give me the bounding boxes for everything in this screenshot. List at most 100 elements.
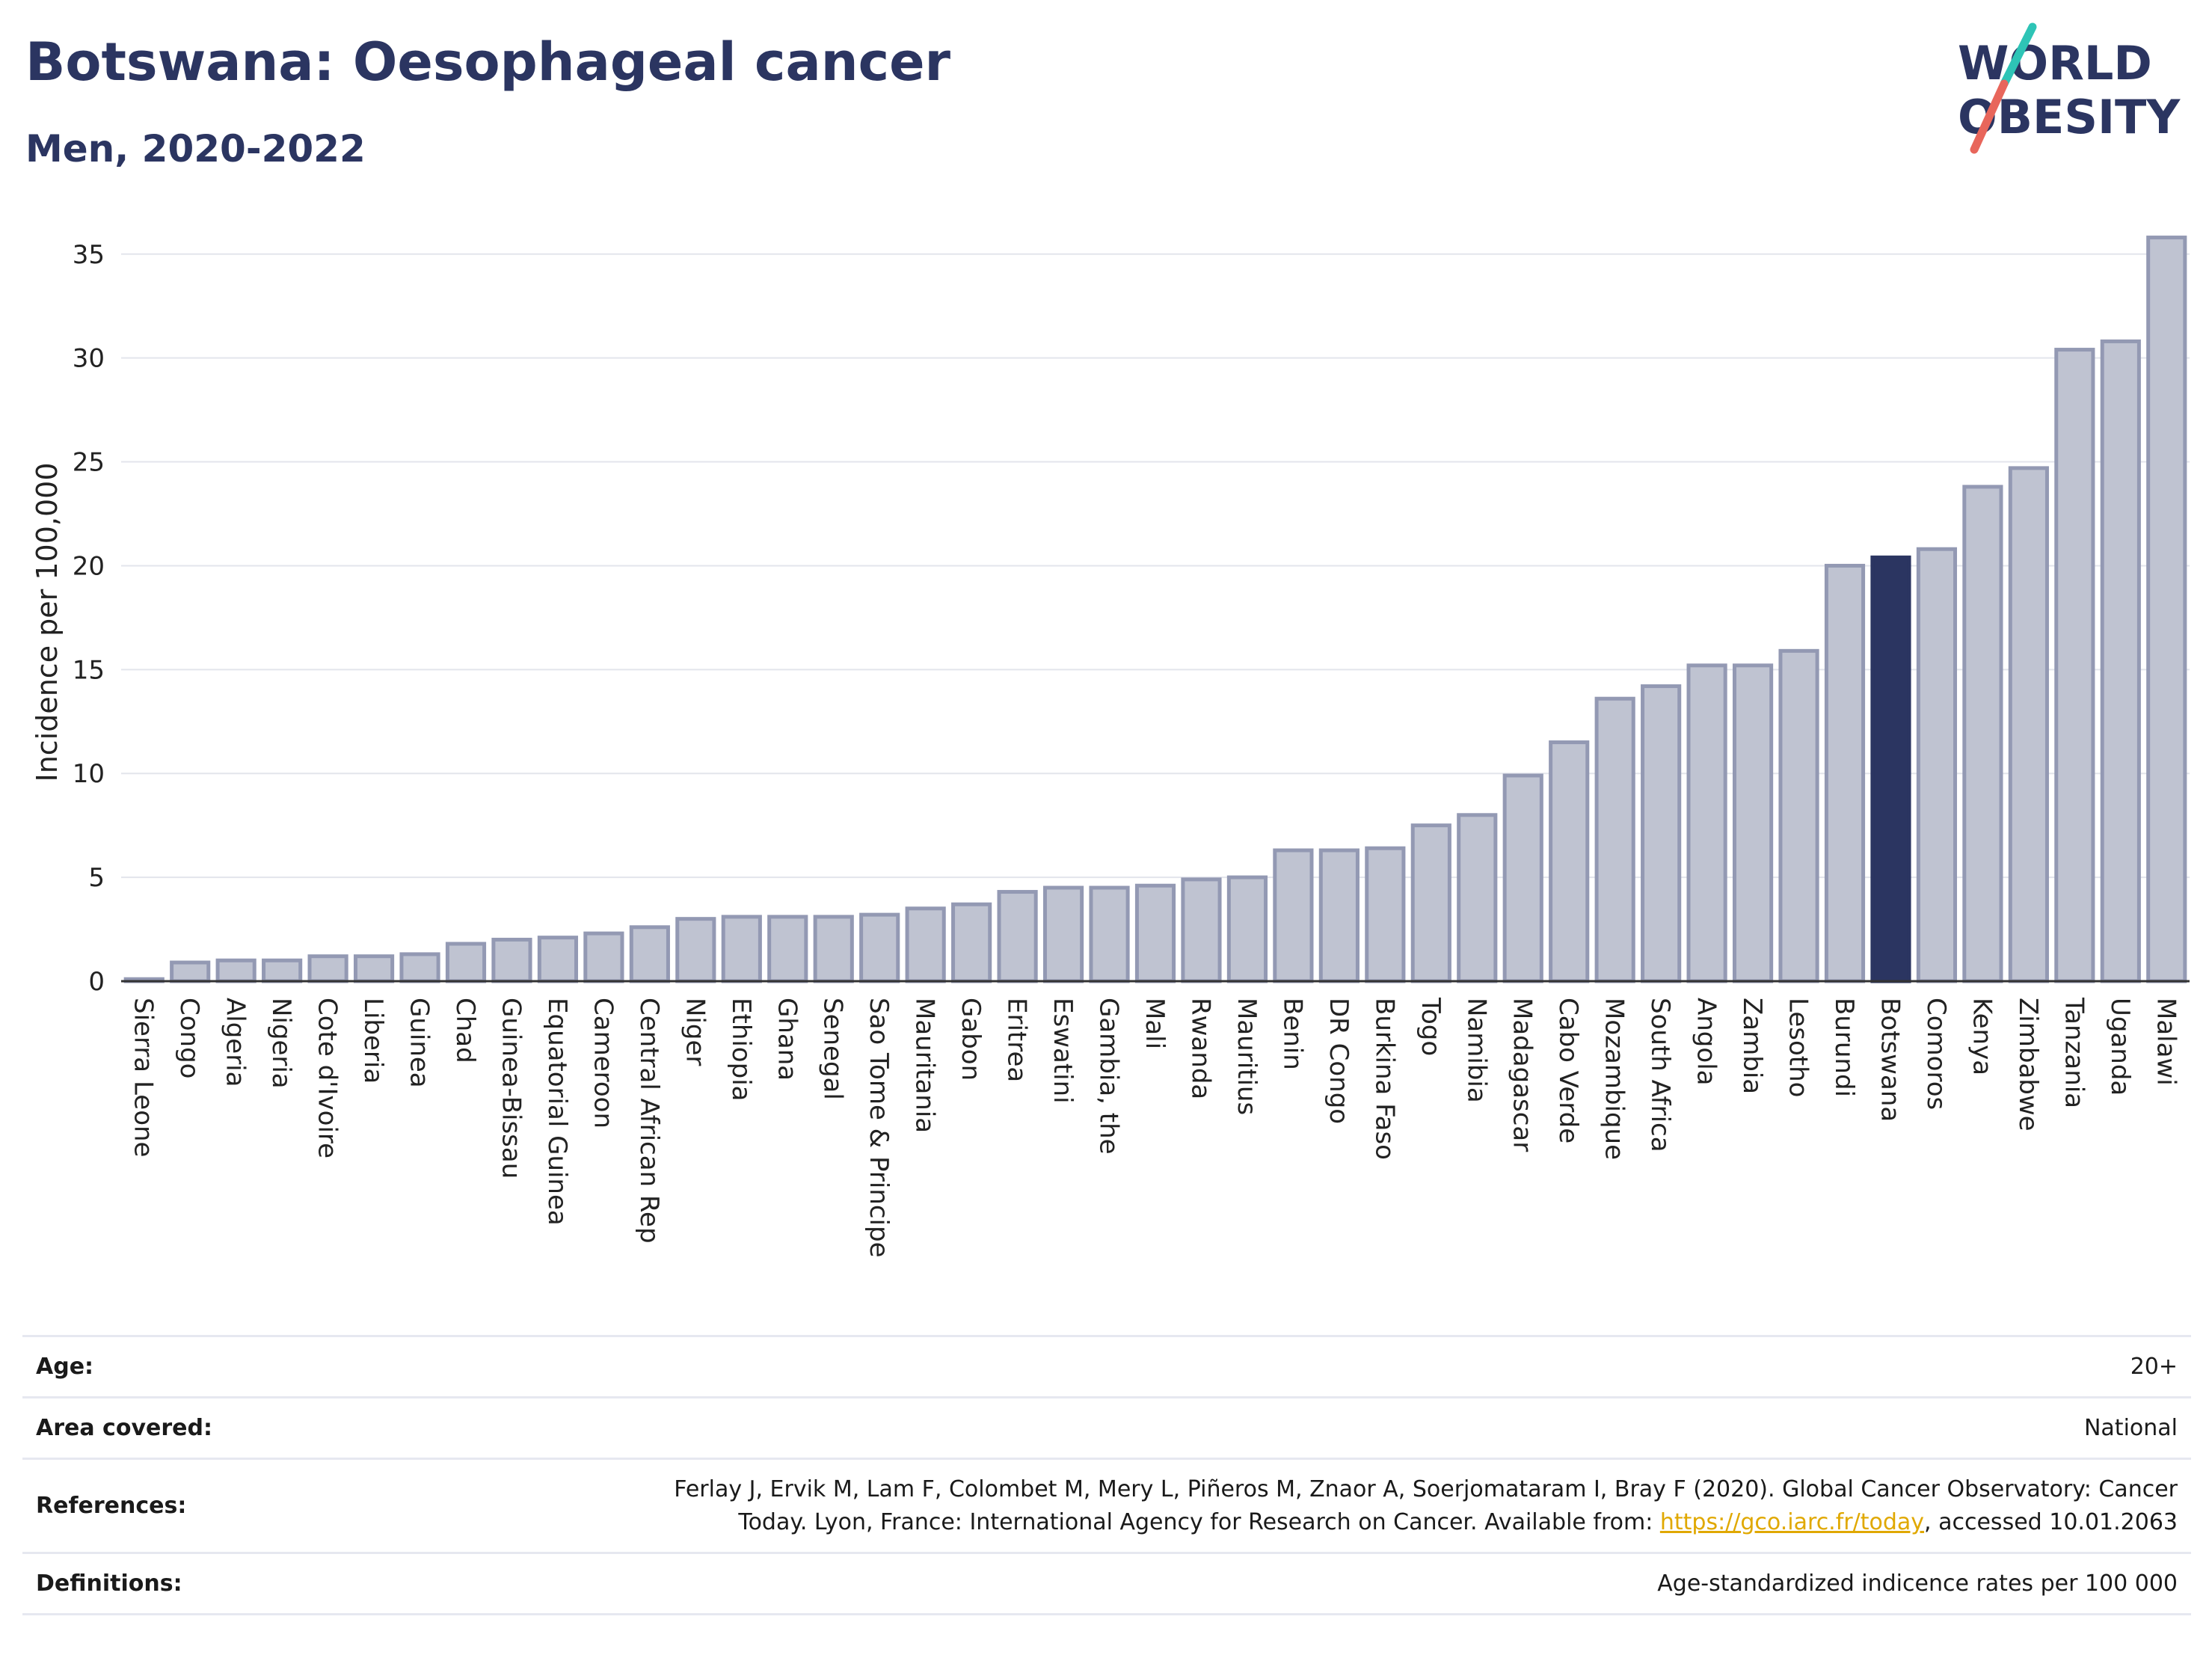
x-tick-label: DR Congo [1324, 998, 1354, 1124]
bar-madagascar [1502, 773, 1543, 983]
x-tick-label: Madagascar [1508, 998, 1537, 1152]
x-tick-label: Benin [1277, 998, 1307, 1070]
x-tick-label: Uganda [2105, 998, 2135, 1096]
y-tick-label: 0 [88, 967, 105, 997]
bar-gabon [951, 902, 992, 983]
info-row-definitions: Definitions: Age-standardized indicence … [22, 1553, 2191, 1615]
bar-burundi [1824, 563, 1866, 983]
x-tick-label: Central African Rep [634, 998, 664, 1244]
bar-togo [1410, 823, 1451, 983]
bar-dr-congo [1318, 848, 1360, 983]
bar-nigeria [262, 958, 303, 983]
bar-guinea-bissau [491, 937, 532, 983]
bar-burkina-faso [1365, 846, 1406, 983]
info-row-age: Age: 20+ [22, 1336, 2191, 1398]
x-tick-label: Mali [1140, 998, 1170, 1049]
y-axis-ticks: 0 5 10 15 20 25 30 35 [73, 240, 105, 997]
bar-chad [445, 942, 487, 983]
bar-cameroon [583, 931, 624, 983]
x-tick-label: Chad [450, 998, 480, 1063]
info-label-age: Age: [36, 1354, 94, 1380]
bar-congo [170, 960, 211, 983]
bar-comoros [1916, 547, 1958, 983]
bar-lesotho [1778, 648, 1819, 983]
bar-kenya [1962, 485, 2003, 983]
bar-ghana [767, 915, 808, 983]
bar-namibia [1457, 813, 1498, 983]
info-label-definitions: Definitions: [36, 1570, 182, 1597]
logo-text-world: WORLD [1958, 36, 2152, 90]
chart-subtitle: Men, 2020-2022 [25, 127, 366, 171]
x-tick-label: Mauritius [1232, 998, 1262, 1115]
x-tick-label: Sao Tome & Principe [864, 998, 894, 1258]
bar-south-africa [1641, 684, 1682, 983]
bar-mali [1134, 883, 1176, 983]
x-tick-label: Cote d'Ivoire [313, 998, 342, 1158]
reference-line-2: Today. Lyon, France: International Agenc… [511, 1506, 2178, 1539]
world-obesity-logo: WORLD OBESITY [1958, 22, 2181, 154]
x-tick-label: Ghana [772, 998, 802, 1081]
bar-zambia [1732, 663, 1774, 983]
y-tick-label: 5 [88, 863, 105, 893]
x-axis-ticks: Sierra Leone Congo Algeria Nigeria Cote d'Iv… [129, 997, 2181, 1258]
bar-mozambique [1594, 696, 1635, 983]
x-tick-label: Cameroon [588, 998, 618, 1129]
info-row-area: Area covered: National [22, 1397, 2191, 1459]
bars [123, 236, 2187, 983]
x-tick-label: Sierra Leone [129, 998, 159, 1157]
y-axis-title: Incidence per 100,000 [31, 462, 64, 782]
x-tick-label: Malawi [2151, 998, 2181, 1086]
x-tick-label: Togo [1416, 997, 1446, 1056]
reference-line-2-pre: Today. Lyon, France: International Agenc… [738, 1508, 1660, 1535]
x-tick-label: Eswatini [1048, 998, 1078, 1104]
reference-line-1: Ferlay J, Ervik M, Lam F, Colombet M, Me… [674, 1476, 2178, 1502]
x-tick-label: Tanzania [2059, 997, 2089, 1108]
bar-chart: 0 5 10 15 20 25 30 35 Sierra Leone Congo Algeria N… [31, 236, 2190, 1258]
x-tick-label: Gabon [956, 998, 986, 1081]
x-tick-label: Guinea [405, 998, 434, 1088]
x-tick-label: Equatorial Guinea [542, 998, 572, 1226]
x-tick-label: Rwanda [1185, 998, 1215, 1099]
y-tick-label: 20 [73, 551, 105, 581]
y-tick-label: 15 [73, 655, 105, 685]
x-tick-label: Gambia, the [1094, 998, 1124, 1155]
bar-senegal [813, 915, 854, 983]
x-tick-label: Zimbabwe [2013, 998, 2043, 1132]
bar-botswana [1870, 555, 1911, 983]
bar-tanzania [2054, 348, 2095, 983]
x-tick-label: Angola [1692, 998, 1721, 1085]
x-tick-label: South Africa [1645, 998, 1675, 1152]
x-tick-label: Guinea-Bissau [496, 998, 526, 1179]
bar-gambia-the [1089, 885, 1130, 983]
x-tick-label: Kenya [1967, 998, 1997, 1075]
chart-title: Botswana: Oesophageal cancer [25, 31, 951, 93]
bar-malawi [2146, 236, 2187, 983]
bar-zimbabwe [2008, 466, 2049, 983]
x-tick-label: Cabo Verde [1553, 998, 1583, 1143]
reference-line-2-post: , accessed 10.01.2063 [1924, 1508, 2178, 1535]
reference-link[interactable]: https://gco.iarc.fr/today [1659, 1508, 1925, 1535]
bar-sao-tome-principe [859, 912, 900, 983]
x-tick-label: Liberia [358, 998, 388, 1084]
info-value-definitions: Age-standardized indicence rates per 100… [1657, 1570, 2178, 1597]
x-tick-label: Burundi [1829, 998, 1859, 1097]
x-tick-label: Mozambique [1600, 998, 1629, 1160]
bar-cabo-verde [1549, 740, 1590, 983]
info-row-references: References: Ferlay J, Ervik M, Lam F, Co… [22, 1458, 2191, 1553]
bar-angola [1686, 663, 1727, 983]
x-tick-label: Zambia [1737, 998, 1767, 1094]
y-tick-label: 10 [73, 759, 105, 789]
y-tick-label: 30 [73, 344, 105, 374]
info-value-references: Ferlay J, Ervik M, Lam F, Colombet M, Me… [498, 1459, 2191, 1553]
bar-equatorial-guinea [537, 936, 579, 983]
info-value-age: 20+ [2130, 1353, 2178, 1380]
bar-uganda [2100, 339, 2141, 983]
bar-niger [675, 917, 716, 983]
y-tick-label: 35 [73, 240, 105, 270]
bar-rwanda [1181, 877, 1222, 983]
x-tick-label: Congo [174, 998, 204, 1078]
x-tick-label: Botswana [1875, 998, 1905, 1122]
x-tick-label: Burkina Faso [1369, 998, 1399, 1160]
bar-guinea [399, 952, 440, 983]
info-label-area: Area covered: [36, 1415, 212, 1441]
